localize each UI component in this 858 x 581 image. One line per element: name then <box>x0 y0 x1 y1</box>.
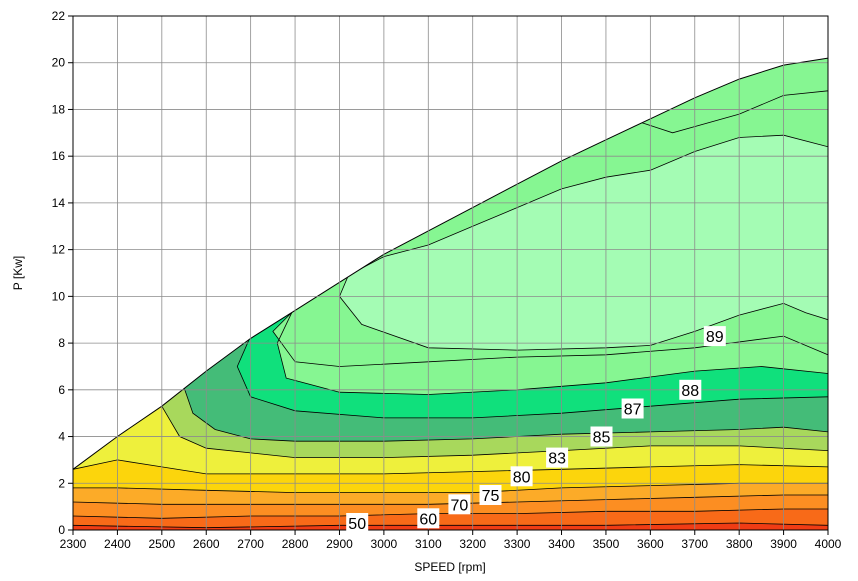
contour-label-text: 83 <box>548 451 566 468</box>
contour-label-75: 75 <box>479 485 502 505</box>
contour-label-text: 87 <box>624 402 642 419</box>
y-tick-label: 10 <box>52 289 66 303</box>
x-tick-label: 3400 <box>548 537 575 551</box>
y-tick-label: 22 <box>52 9 66 23</box>
x-tick-label: 3900 <box>770 537 797 551</box>
y-tick-label: 14 <box>52 196 66 210</box>
x-tick-label: 3300 <box>504 537 531 551</box>
contour-label-box <box>703 326 726 347</box>
x-tick-label: 3200 <box>459 537 486 551</box>
contour-label-85: 85 <box>590 426 613 447</box>
y-tick-label: 4 <box>58 430 65 444</box>
x-tick-label: 3100 <box>415 537 442 551</box>
y-axis-label: P [Kw] <box>11 256 25 290</box>
contour-labels: 50 60 70 75 80 83 85 87 88 89 <box>346 326 726 533</box>
contour-label-box <box>546 447 569 468</box>
contour-label-60: 60 <box>417 508 440 529</box>
contour-label-50: 50 <box>346 513 369 533</box>
plot-frame <box>72 15 829 531</box>
contour-label-87: 87 <box>621 398 644 419</box>
contour-label-89: 89 <box>703 326 726 347</box>
y-tick-label: 8 <box>58 336 65 350</box>
contour-label-text: 75 <box>482 488 500 505</box>
max-power-envelope <box>72 57 829 470</box>
contour-label-box <box>346 513 369 533</box>
contour-label-88: 88 <box>679 379 702 400</box>
contour-label-text: 89 <box>706 329 724 346</box>
x-tick-label: 2400 <box>104 537 131 551</box>
contour-label-70: 70 <box>448 494 471 515</box>
x-tick-label: 3000 <box>371 537 398 551</box>
contour-label-text: 70 <box>451 497 469 514</box>
x-tick-label: 3800 <box>726 537 753 551</box>
x-tick-label: 2500 <box>148 537 175 551</box>
x-tick-label: 2600 <box>193 537 220 551</box>
y-tick-label: 6 <box>58 383 65 397</box>
contour-label-text: 85 <box>593 430 611 447</box>
contour-label-text: 80 <box>513 469 531 486</box>
contour-label-box <box>679 379 702 400</box>
x-tick-label: 2300 <box>60 537 87 551</box>
y-tick-label: 16 <box>52 149 66 163</box>
y-axis-ticks: 0 2 4 6 8 10 12 14 16 18 20 22 <box>52 9 73 537</box>
contour-label-83: 83 <box>546 447 569 468</box>
x-tick-label: 2800 <box>282 537 309 551</box>
x-tick-label: 2900 <box>326 537 353 551</box>
contour-label-box <box>479 485 502 505</box>
contour-label-box <box>417 508 440 529</box>
contour-label-text: 50 <box>348 516 366 533</box>
x-tick-label: 3600 <box>637 537 664 551</box>
y-tick-label: 12 <box>52 243 66 257</box>
x-axis-ticks: 2300 2400 2500 2600 2700 2800 2900 3000 3100 3200… <box>60 530 842 551</box>
grid-lines <box>72 15 829 531</box>
contour-label-text: 60 <box>419 511 437 528</box>
contour-label-80: 80 <box>510 466 533 487</box>
x-tick-label: 3500 <box>593 537 620 551</box>
x-tick-label: 4000 <box>815 537 842 551</box>
y-tick-label: 2 <box>58 476 65 490</box>
y-tick-label: 0 <box>58 523 65 537</box>
contour-label-box <box>621 398 644 419</box>
contour-label-box <box>510 466 533 487</box>
contour-label-box <box>448 494 471 515</box>
x-tick-label: 2700 <box>237 537 264 551</box>
contour-line-core <box>339 134 828 351</box>
contour-label-text: 88 <box>681 383 699 400</box>
contour-fill-layers <box>73 58 828 530</box>
x-axis-label: SPEED [rpm] <box>414 560 485 574</box>
x-tick-label: 3700 <box>681 537 708 551</box>
contour-label-box <box>590 426 613 447</box>
y-tick-label: 20 <box>52 56 66 70</box>
y-tick-label: 18 <box>52 102 66 116</box>
